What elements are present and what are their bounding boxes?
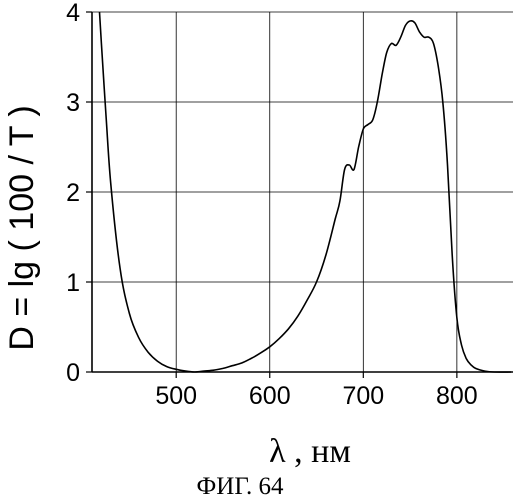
x-tick-label: 800 <box>436 382 478 410</box>
figure-caption: ФИГ. 64 <box>197 473 284 500</box>
y-tick-label: 2 <box>66 179 80 207</box>
x-axis-label: λ , нм <box>269 433 351 470</box>
grid-lines <box>92 12 513 372</box>
y-tick-label: 4 <box>66 0 80 27</box>
y-axis-label: D = lg ( 100 / T ) <box>3 105 41 350</box>
y-tick-label: 3 <box>66 89 80 117</box>
x-tick-label: 500 <box>155 382 197 410</box>
y-tick-label: 1 <box>66 269 80 297</box>
x-tick-label: 700 <box>342 382 384 410</box>
y-tick-labels: 0 1 2 3 4 <box>66 0 80 387</box>
x-tick-label: 600 <box>249 382 291 410</box>
y-tick-label: 0 <box>66 359 80 387</box>
x-tick-labels: 500 600 700 800 <box>155 382 477 410</box>
